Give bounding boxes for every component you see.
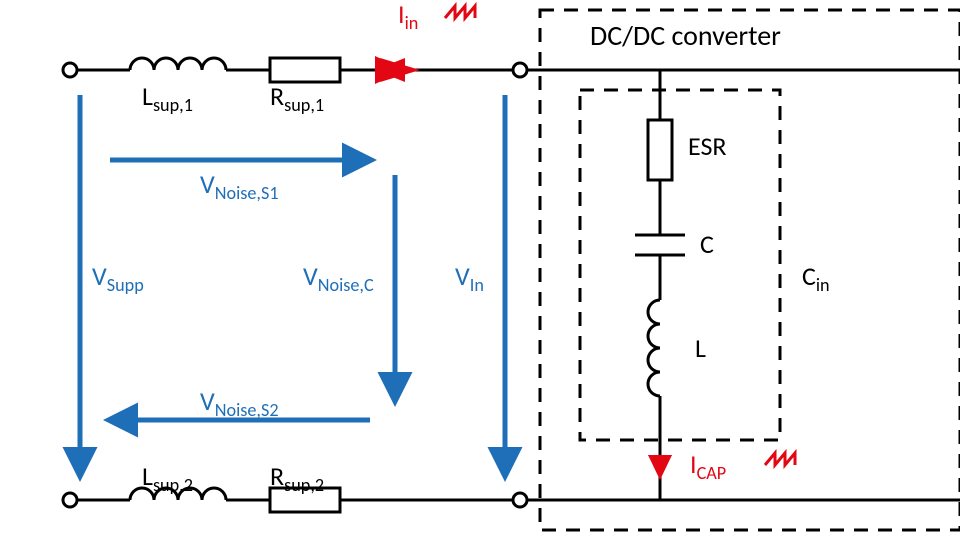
vin-label: VIn [455, 260, 484, 296]
icap-tri [648, 455, 672, 480]
iin-label: Iin [398, 0, 418, 34]
vnoise-s2-label: VNoise,S2 [200, 385, 279, 421]
cin-box [580, 90, 780, 440]
bottom-wire [63, 488, 960, 512]
top-wire [63, 58, 960, 82]
cap-branch [635, 70, 685, 500]
esr-label: ESR [688, 130, 727, 162]
lsup2-label: Lsup,2 [142, 460, 193, 496]
sawtooth-icap [765, 453, 795, 465]
lsup1-label: Lsup,1 [142, 80, 193, 116]
vsupp-label: VSupp [92, 260, 144, 296]
rsup1-label: Rsup,1 [270, 80, 324, 116]
l-label: L [695, 332, 706, 364]
vnoise-s1-label: VNoise,S1 [200, 168, 279, 204]
icap-label: ICAP [690, 448, 726, 484]
cin-label: Cin [802, 260, 830, 296]
vnoise-c-label: VNoise,C [303, 260, 374, 296]
rsup2-label: Rsup,2 [270, 460, 324, 496]
converter-box [540, 10, 960, 530]
sawtooth-iin [445, 6, 475, 18]
title: DC/DC converter [590, 18, 781, 53]
c-label: C [700, 228, 714, 260]
